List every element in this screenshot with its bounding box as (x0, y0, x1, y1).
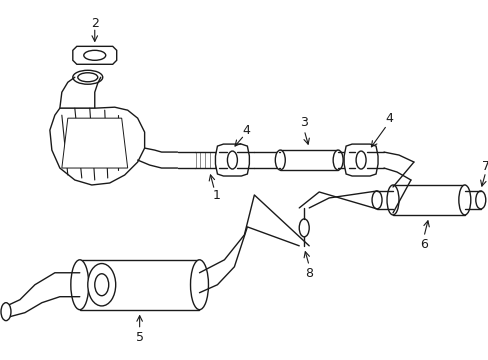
Polygon shape (344, 144, 377, 176)
Text: 4: 4 (242, 123, 250, 137)
Ellipse shape (371, 191, 381, 209)
Text: 6: 6 (419, 238, 427, 251)
Ellipse shape (78, 73, 98, 82)
Ellipse shape (227, 151, 237, 169)
Ellipse shape (475, 191, 485, 209)
Ellipse shape (83, 50, 105, 60)
Ellipse shape (355, 151, 366, 169)
Polygon shape (50, 107, 144, 185)
Text: 2: 2 (91, 17, 99, 30)
Ellipse shape (190, 260, 208, 310)
Polygon shape (280, 150, 337, 170)
Ellipse shape (275, 150, 285, 170)
Text: 1: 1 (212, 189, 220, 202)
Ellipse shape (71, 260, 89, 310)
Polygon shape (73, 46, 117, 64)
Ellipse shape (332, 150, 343, 170)
Polygon shape (392, 185, 464, 215)
Ellipse shape (386, 185, 398, 215)
Ellipse shape (299, 219, 308, 237)
Text: 8: 8 (305, 267, 313, 280)
Ellipse shape (88, 264, 116, 306)
Ellipse shape (458, 185, 470, 215)
Text: 4: 4 (384, 112, 392, 125)
Polygon shape (215, 144, 249, 176)
Polygon shape (80, 260, 199, 310)
Ellipse shape (73, 70, 102, 84)
Text: 5: 5 (135, 331, 143, 344)
Polygon shape (61, 118, 127, 168)
Text: 3: 3 (300, 116, 307, 129)
Ellipse shape (95, 274, 108, 296)
Ellipse shape (1, 303, 11, 321)
Text: 7: 7 (481, 159, 488, 172)
